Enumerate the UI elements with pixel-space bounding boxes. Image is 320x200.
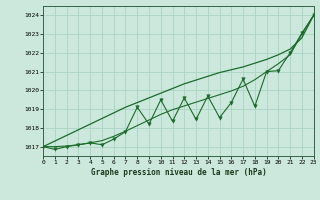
X-axis label: Graphe pression niveau de la mer (hPa): Graphe pression niveau de la mer (hPa): [91, 168, 266, 177]
